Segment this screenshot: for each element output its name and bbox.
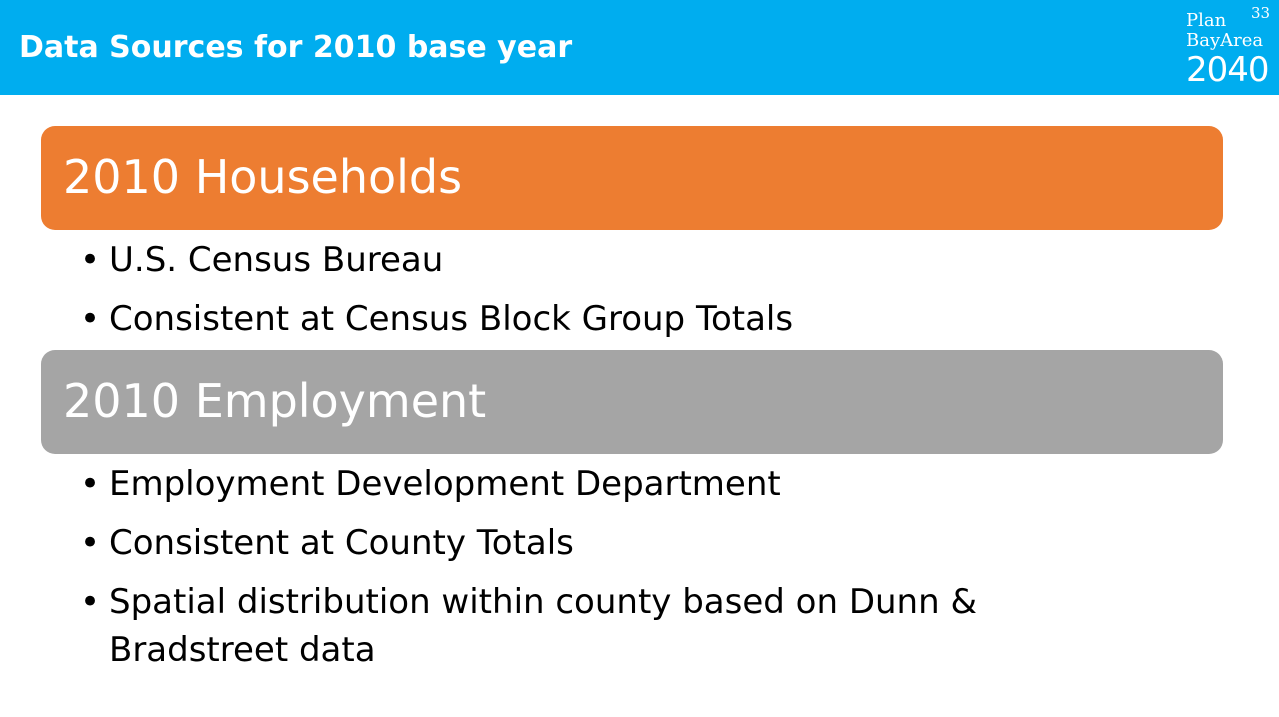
bullet-text: Employment Development Department [109,464,781,504]
slide-title: Data Sources for 2010 base year [19,30,573,65]
households-bullet-item: • U.S. Census Bureau [80,236,1160,284]
employment-bullet-item: • Consistent at County Totals [80,519,1160,567]
households-bullet-item: • Consistent at Census Block Group Total… [80,295,1160,343]
bullet-dot: • [80,299,101,339]
logo-text-plan: Plan [1186,10,1227,31]
bullet-dot: • [80,523,101,563]
employment-bullet-item: • Employment Development Department [80,460,1160,508]
plan-bay-area-logo: Plan BayArea 2040 [1186,10,1270,90]
employment-section-title: 2010 Employment [63,374,487,428]
employment-bullet-item: • Spatial distribution within county bas… [80,578,1040,674]
bullet-dot: • [80,240,101,280]
logo-text-bayarea: BayArea [1186,30,1264,51]
header-bar: Data Sources for 2010 base year Plan Bay… [0,0,1279,95]
employment-section-bar: 2010 Employment [41,350,1223,454]
bullet-text: U.S. Census Bureau [109,240,444,280]
bullet-dot: • [80,464,101,504]
bullet-dot: • [80,582,101,622]
households-section-title: 2010 Households [63,150,463,204]
households-section-bar: 2010 Households [41,126,1223,230]
logo-text-year: 2040 [1186,50,1270,90]
page-number: 33 [1251,4,1271,22]
bullet-text: Consistent at Census Block Group Totals [109,299,794,339]
bullet-text: Consistent at County Totals [109,523,574,563]
bullet-text: Spatial distribution within county based… [109,582,977,670]
